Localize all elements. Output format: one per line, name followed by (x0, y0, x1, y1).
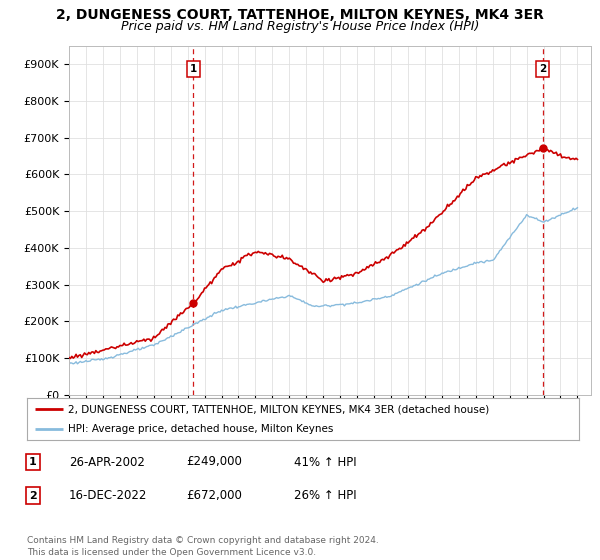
Text: 2, DUNGENESS COURT, TATTENHOE, MILTON KEYNES, MK4 3ER: 2, DUNGENESS COURT, TATTENHOE, MILTON KE… (56, 8, 544, 22)
Text: 2: 2 (29, 491, 37, 501)
Text: 26% ↑ HPI: 26% ↑ HPI (294, 489, 356, 502)
Text: Price paid vs. HM Land Registry's House Price Index (HPI): Price paid vs. HM Land Registry's House … (121, 20, 479, 33)
Text: £672,000: £672,000 (186, 489, 242, 502)
Text: 2: 2 (539, 64, 547, 73)
Text: Contains HM Land Registry data © Crown copyright and database right 2024.
This d: Contains HM Land Registry data © Crown c… (27, 536, 379, 557)
Text: 41% ↑ HPI: 41% ↑ HPI (294, 455, 356, 469)
Text: HPI: Average price, detached house, Milton Keynes: HPI: Average price, detached house, Milt… (68, 424, 334, 434)
Text: £249,000: £249,000 (186, 455, 242, 469)
Text: 1: 1 (29, 457, 37, 467)
Text: 1: 1 (190, 64, 197, 73)
Text: 2, DUNGENESS COURT, TATTENHOE, MILTON KEYNES, MK4 3ER (detached house): 2, DUNGENESS COURT, TATTENHOE, MILTON KE… (68, 404, 490, 414)
Text: 16-DEC-2022: 16-DEC-2022 (69, 489, 148, 502)
Text: 26-APR-2002: 26-APR-2002 (69, 455, 145, 469)
